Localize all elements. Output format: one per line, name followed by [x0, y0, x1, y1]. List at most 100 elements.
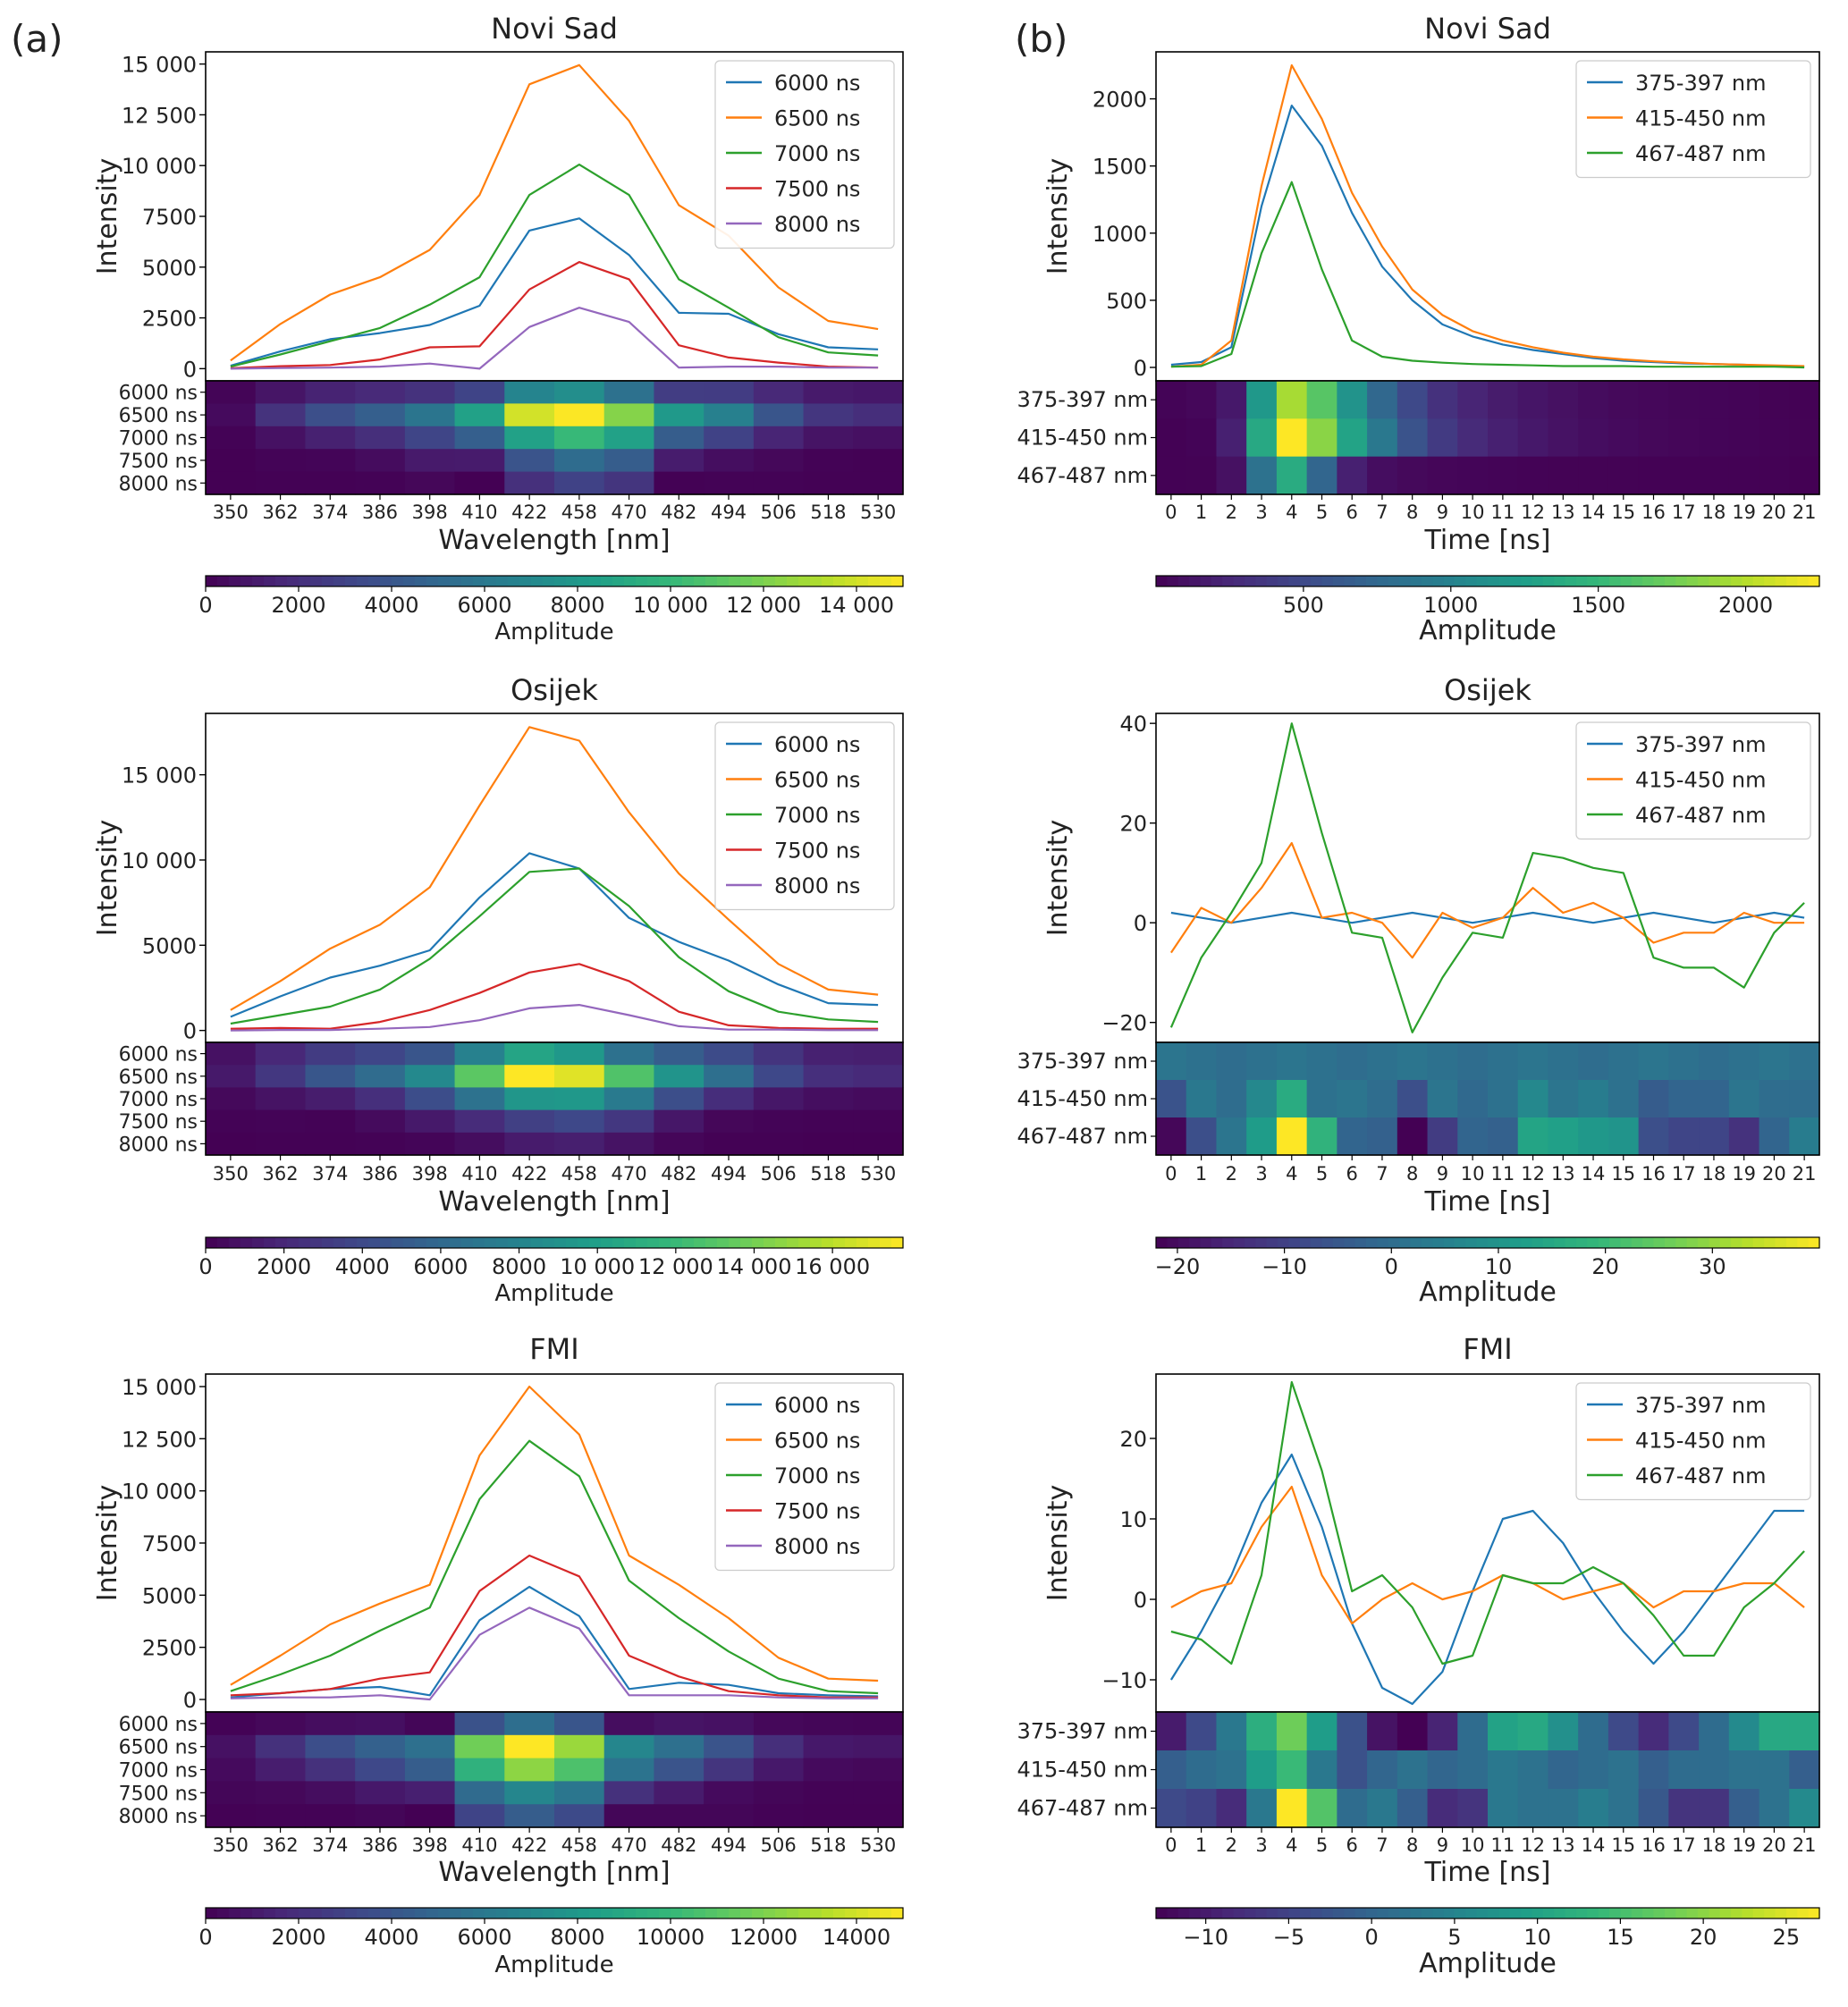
heatmap-cell: [654, 1781, 705, 1805]
x-tick-label: 5: [1316, 502, 1328, 523]
heatmap-cell: [1156, 1117, 1187, 1156]
colorbar-segment: [810, 576, 823, 586]
series-line-415-450-nm: [1170, 63, 1805, 368]
colorbar-segment: [473, 1908, 485, 1918]
heatmap-cell: [305, 381, 356, 404]
heatmap-row-label: 7000 ns: [119, 1760, 198, 1783]
colorbar-segment: [1631, 576, 1643, 586]
x-tick-label: 9: [1437, 502, 1448, 523]
colorbar-segment: [1421, 576, 1433, 586]
heatmap-cell: [504, 403, 555, 427]
heatmap-cell: [1457, 1789, 1489, 1828]
colorbar-segment: [438, 1237, 451, 1248]
heatmap-cell: [1186, 1789, 1218, 1828]
colorbar-segment: [1521, 576, 1533, 586]
legend-label: 467-487 nm: [1635, 141, 1767, 166]
heatmap-row-label: 7500 ns: [119, 1783, 198, 1805]
colorbar-segment: [1388, 576, 1400, 586]
heatmap-cell: [753, 1758, 805, 1782]
colorbar-segment: [1432, 1237, 1445, 1248]
colorbar-segment: [868, 1908, 881, 1918]
panel-label-b: (b): [1015, 17, 1067, 61]
colorbar: [1156, 1237, 1820, 1248]
heatmap-cell: [1488, 1117, 1519, 1156]
heatmap-cell: [554, 1087, 605, 1111]
colorbar-segment: [1365, 1908, 1378, 1918]
colorbar-segment: [1752, 576, 1765, 586]
colorbar-segment: [1565, 576, 1577, 586]
heatmap-cell: [1397, 381, 1429, 419]
heatmap-cell: [206, 403, 257, 427]
heatmap-cell: [603, 403, 655, 427]
colorbar-segment: [240, 1908, 253, 1918]
legend-label: 6000 ns: [774, 71, 860, 96]
heatmap-cell: [454, 1712, 505, 1736]
heatmap-cell: [1789, 381, 1820, 419]
colorbar-segment: [1488, 1908, 1499, 1918]
heatmap-cell: [1699, 1712, 1730, 1751]
x-tick-label: 506: [761, 1163, 797, 1185]
y-tick-label: 0: [1134, 1588, 1147, 1613]
colorbar-segment: [1620, 1237, 1633, 1248]
heatmap-cell: [753, 1065, 805, 1088]
heatmap-cell: [1216, 1789, 1247, 1828]
heatmap-cell: [1156, 1080, 1187, 1118]
heatmap-cell: [305, 1065, 356, 1088]
heatmap-cell: [704, 1132, 755, 1156]
colorbar-segment: [1797, 1237, 1810, 1248]
x-tick-label: 3: [1255, 1163, 1267, 1185]
y-axis-label: Intensity: [1042, 1485, 1074, 1602]
heatmap-cell: [1306, 418, 1337, 458]
colorbar-segment: [1752, 1237, 1765, 1248]
colorbar-segment: [554, 1908, 567, 1918]
x-tick-label: 470: [612, 1834, 647, 1856]
heatmap-cell: [454, 1087, 505, 1111]
colorbar-segment: [450, 1908, 462, 1918]
heatmap-cell: [1246, 381, 1278, 419]
colorbar-segment: [217, 576, 230, 586]
heatmap-cell: [1608, 1042, 1640, 1081]
heatmap-cell: [1548, 1712, 1579, 1751]
y-tick-label: 20: [1119, 1427, 1147, 1452]
heatmap-cell: [1488, 1750, 1519, 1790]
heatmap-cell: [803, 1734, 854, 1759]
heatmap-cell: [654, 1734, 705, 1759]
heatmap-cell: [1548, 1042, 1579, 1081]
colorbar-segment: [1344, 1237, 1356, 1248]
colorbar-segment: [1410, 1908, 1422, 1918]
colorbar-segment: [1211, 576, 1223, 586]
colorbar-segment: [380, 1908, 392, 1918]
colorbar-segment: [1421, 1237, 1433, 1248]
heatmap-cell: [1608, 456, 1640, 495]
heatmap-cell: [753, 1109, 805, 1134]
heatmap-cell: [454, 403, 505, 427]
heatmap-cell: [1488, 418, 1519, 458]
colorbar-tick-label: 0: [1365, 1925, 1379, 1950]
heatmap-cell: [1728, 1750, 1760, 1790]
colorbar-segment: [1575, 576, 1588, 586]
colorbar-segment: [1311, 576, 1323, 586]
colorbar-segment: [1377, 1908, 1389, 1918]
colorbar-segment: [1454, 1908, 1466, 1918]
chart-title: FMI: [529, 1332, 578, 1366]
x-tick-label: 7: [1376, 1163, 1388, 1185]
colorbar-segment: [485, 1908, 497, 1918]
heatmap-cell: [704, 1758, 755, 1782]
colorbar-segment: [891, 576, 904, 586]
colorbar-segment: [787, 1237, 799, 1248]
heatmap-row-label: 7000 ns: [119, 428, 198, 451]
colorbar-segment: [1686, 1237, 1699, 1248]
heatmap-cell: [803, 381, 854, 404]
colorbar-segment: [1752, 1908, 1765, 1918]
heatmap-cell: [704, 471, 755, 495]
colorbar-segment: [1709, 1908, 1721, 1918]
colorbar-segment: [636, 1237, 648, 1248]
colorbar-segment: [1177, 1908, 1190, 1918]
colorbar-segment: [1244, 1237, 1256, 1248]
heatmap-cell: [504, 1042, 555, 1066]
colorbar-frame: [1155, 575, 1820, 587]
colorbar-segment: [217, 1237, 230, 1248]
heatmap-cell: [554, 449, 605, 473]
heatmap-cell: [355, 1734, 406, 1759]
colorbar-segment: [659, 576, 671, 586]
